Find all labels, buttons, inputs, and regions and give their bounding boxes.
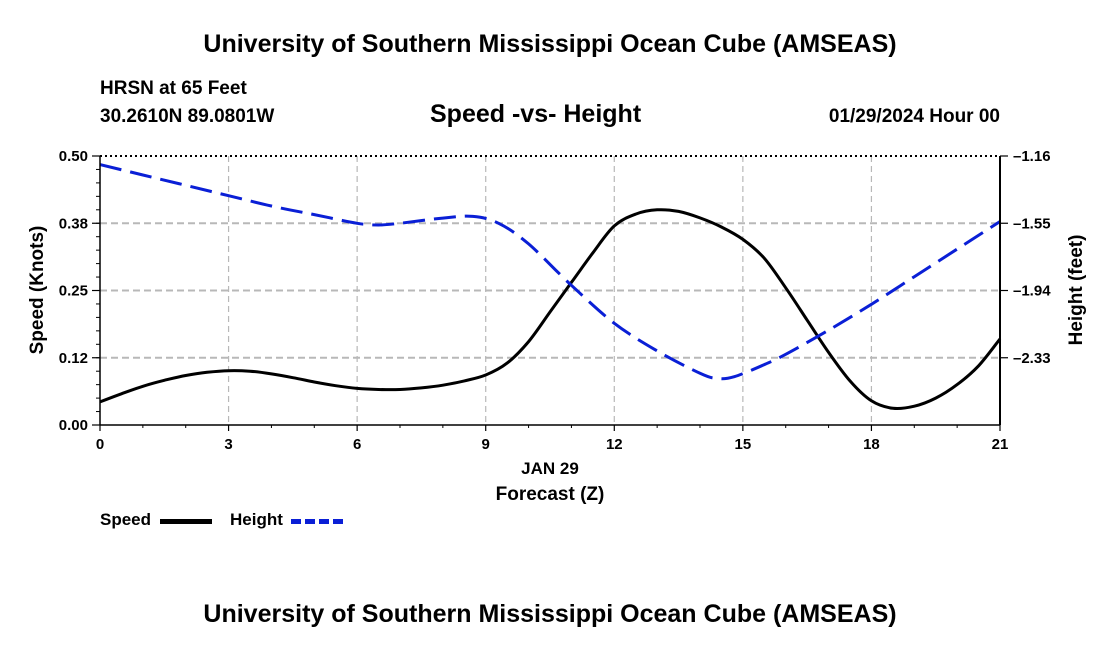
x-axis-label: Forecast (Z) [496,484,605,505]
x-tick-label: 0 [96,436,104,453]
y-left-axis-label: Speed (Knots) [27,226,48,355]
x-tick-label: 12 [606,436,623,453]
x-axis: 0 3 6 9 12 15 18 21 [96,425,1009,453]
y-left-tick-label: 0.38 [59,215,88,232]
y-left-tick-label: 0.00 [59,417,88,434]
x-tick-label: 21 [992,436,1009,453]
y-right-axis: –1.16 –1.55 –1.94 –2.33 [1000,148,1051,367]
series-speed-line [99,208,1002,411]
grid-lines [100,156,1000,425]
legend-height-line [291,519,343,524]
x-tick-label: 15 [735,436,752,453]
forecast-datetime: 01/29/2024 Hour 00 [828,106,1000,127]
y-right-tick-label: –1.94 [1013,283,1051,300]
x-tick-label: 9 [482,436,490,453]
legend-speed-line [160,519,212,524]
y-right-tick-label: –1.55 [1013,215,1051,232]
y-right-tick-label: –1.16 [1013,148,1051,165]
x-tick-label: 3 [224,436,232,453]
page-title: University of Southern Mississippi Ocean… [203,30,897,58]
station-name: HRSN at 65 Feet [100,78,247,99]
chart-title: Speed -vs- Height [430,100,642,128]
x-axis-sublabel: JAN 29 [521,459,579,478]
series-lines [99,163,1002,411]
y-right-tick-label: –2.33 [1013,350,1051,367]
x-tick-label: 6 [353,436,361,453]
y-left-tick-label: 0.50 [59,148,88,165]
legend-height-label: Height [230,510,283,529]
footer-title: University of Southern Mississippi Ocean… [203,600,897,628]
y-left-axis: 0.00 0.12 0.25 0.38 0.50 [59,148,100,434]
y-left-tick-label: 0.12 [59,350,88,367]
series-height-line [99,163,1001,381]
legend-speed-label: Speed [100,510,152,529]
station-coordinates: 30.2610N 89.0801W [100,106,275,127]
x-tick-label: 18 [863,436,880,453]
y-right-axis-label: Height (feet) [1066,235,1087,346]
y-left-tick-label: 0.25 [59,283,88,300]
